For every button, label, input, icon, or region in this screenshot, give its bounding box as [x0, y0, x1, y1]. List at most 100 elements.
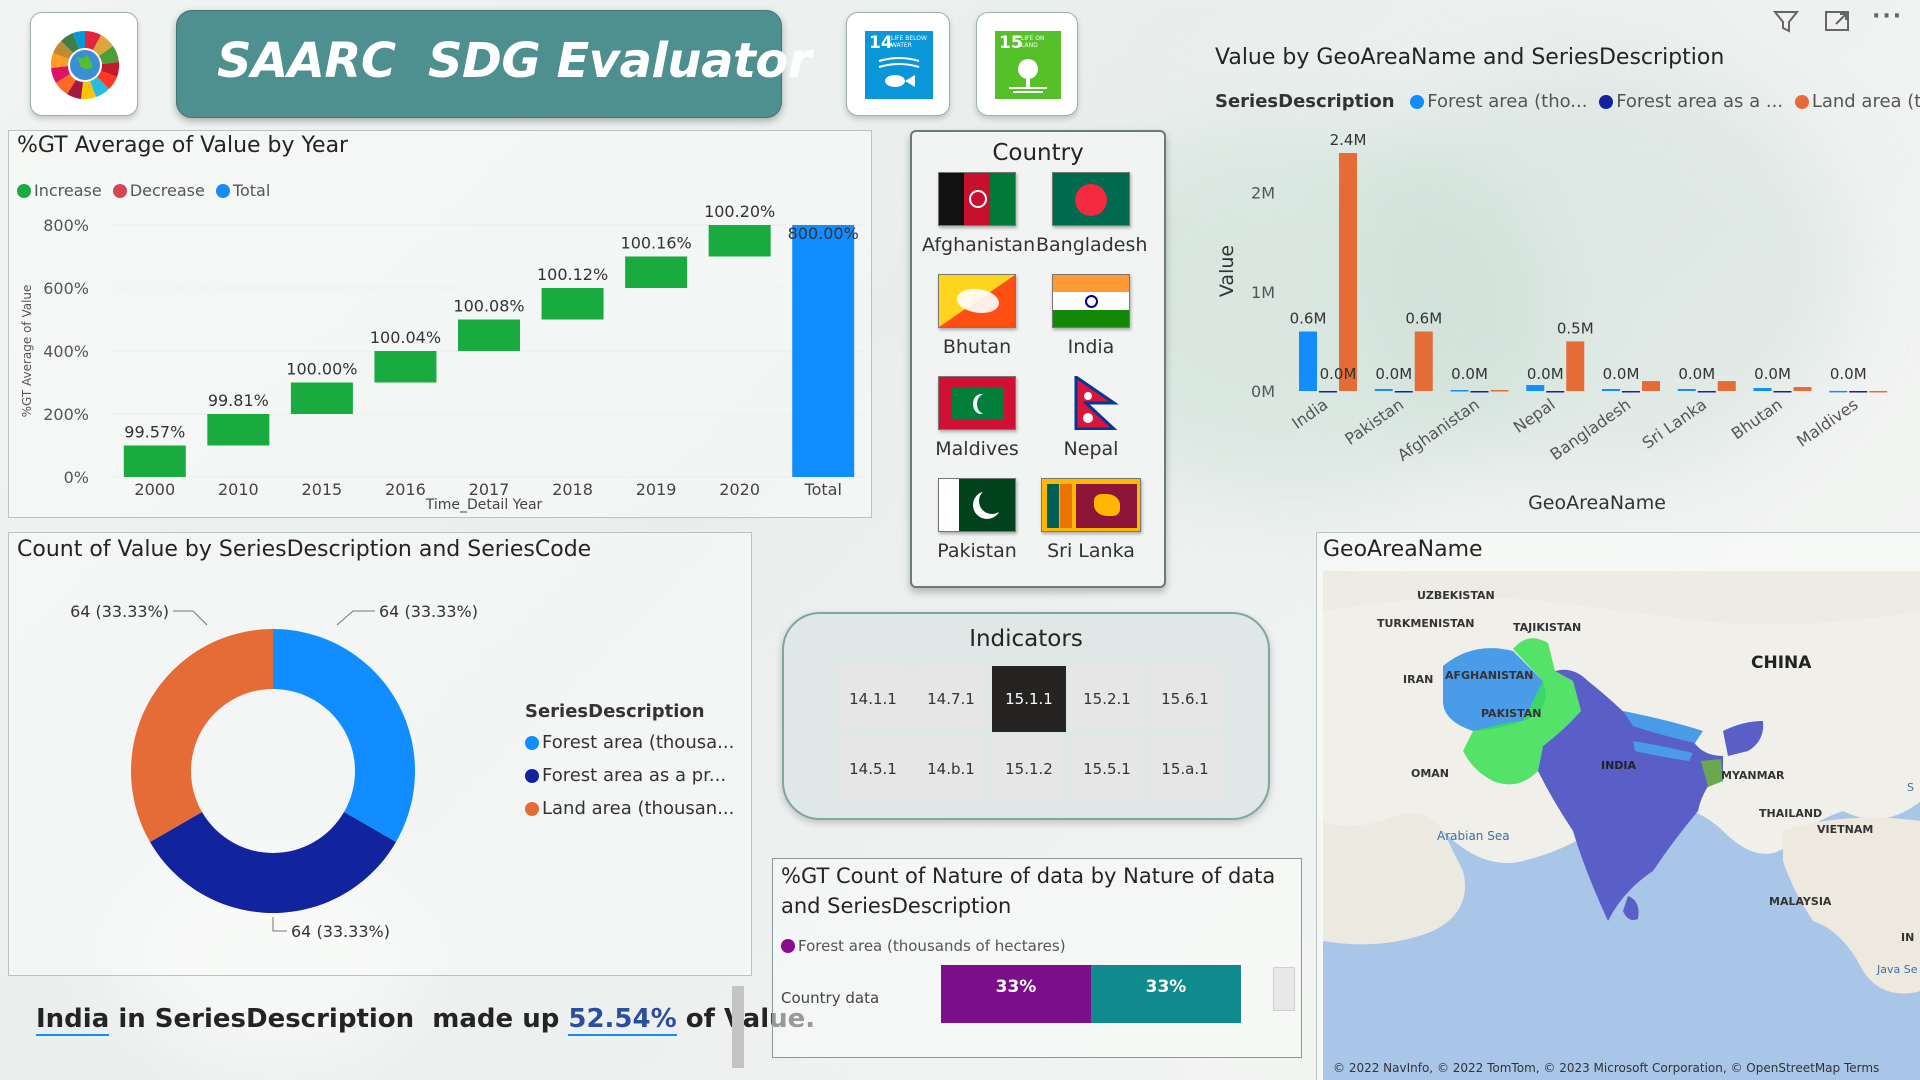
- data-label: 0.0M: [1754, 365, 1791, 383]
- legend-total[interactable]: Total: [215, 181, 271, 200]
- bar: [1470, 390, 1489, 393]
- legend-label: Total: [232, 181, 271, 200]
- legend-item[interactable]: Land area (thousan...: [525, 798, 734, 819]
- legend-item[interactable]: Forest area as a pr...: [525, 765, 734, 786]
- goal-number: 14: [869, 33, 893, 53]
- tree-icon: [1009, 59, 1047, 93]
- legend-label: Forest area (thousa...: [542, 732, 735, 753]
- x-tick-label: Bhutan: [1728, 395, 1786, 444]
- donut-slice: [273, 629, 415, 842]
- stacked-bar-track: 33% 33%: [941, 965, 1241, 1023]
- x-tick-label: Nepal: [1510, 395, 1559, 437]
- indicator-button[interactable]: 14.1.1: [836, 666, 910, 732]
- data-label: 100.20%: [704, 202, 775, 221]
- x-tick-label: Sri Lanka: [1639, 395, 1710, 453]
- map-label: CHINA: [1751, 653, 1812, 673]
- focus-mode-icon[interactable]: [1822, 6, 1852, 36]
- map-canvas[interactable]: UZBEKISTAN TURKMENISTAN TAJIKISTAN CHINA…: [1323, 571, 1920, 1080]
- legend-dot: [1794, 95, 1809, 109]
- scrollbar[interactable]: [1273, 967, 1295, 1011]
- y-tick-label: 800%: [43, 216, 89, 235]
- map-label: Arabian Sea: [1437, 829, 1510, 843]
- indicator-button[interactable]: 15.a.1: [1148, 736, 1222, 802]
- country-name: India: [1067, 336, 1115, 358]
- waterfall-bar: [207, 414, 270, 446]
- bar: [1642, 381, 1660, 391]
- data-label: 0.0M: [1451, 365, 1488, 383]
- waterfall-bar: [625, 256, 688, 288]
- stacked-bar-legend[interactable]: Forest area (thousands of hectares): [781, 937, 1066, 955]
- legend-increase[interactable]: Increase: [17, 181, 102, 200]
- indicator-button[interactable]: 15.1.2: [992, 736, 1066, 802]
- donut-slice: [150, 812, 396, 913]
- waterfall-bar: [374, 351, 437, 383]
- afghanistan-flag-icon: [938, 172, 1016, 226]
- geo-bar-chart: 0M 1M 2M Value GeoAreaName India PakistanAfgha…: [1216, 131, 1888, 514]
- x-tick-label: Total: [804, 480, 842, 499]
- filter-icon[interactable]: [1771, 6, 1801, 36]
- country-pakistan[interactable]: Pakistan: [922, 478, 1032, 562]
- bar: [1450, 390, 1469, 392]
- country-india[interactable]: India: [1036, 274, 1146, 358]
- legend-dot: [112, 184, 127, 198]
- stacked-bar-segment[interactable]: 33%: [941, 965, 1091, 1023]
- focus-mode-icon-svg: [1825, 11, 1849, 31]
- data-label: 100.08%: [453, 297, 524, 316]
- country-bhutan[interactable]: Bhutan: [922, 274, 1032, 358]
- x-tick-label: Maldives: [1793, 395, 1861, 451]
- geo-bar-chart-panel: Value by GeoAreaName and SeriesDescripti…: [1206, 30, 1920, 518]
- data-label: 0.6M: [1405, 310, 1442, 328]
- indicator-button[interactable]: 14.b.1: [914, 736, 988, 802]
- leader-line: [272, 917, 287, 932]
- y-tick-label: 0%: [64, 468, 89, 487]
- map-attribution[interactable]: © 2022 NavInfo, © 2022 TomTom, © 2023 Mi…: [1333, 1061, 1880, 1075]
- country-nepal[interactable]: Nepal: [1036, 374, 1146, 460]
- bar: [1339, 153, 1357, 391]
- legend-label: Forest area as a pr...: [542, 765, 727, 786]
- life-below-water-icon: 14 LIFE BELOW WATER: [865, 31, 933, 99]
- country-slicer-title: Country: [992, 140, 1084, 166]
- legend-decrease[interactable]: Decrease: [112, 181, 205, 200]
- map-label: TAJIKISTAN: [1513, 621, 1582, 634]
- bar: [1753, 388, 1772, 391]
- stacked-bar-segment[interactable]: 33%: [1091, 965, 1241, 1023]
- bar: [1319, 390, 1337, 393]
- indicator-button[interactable]: 14.5.1: [836, 736, 910, 802]
- map-label: IRAN: [1403, 673, 1434, 686]
- y-tick-label: 0M: [1251, 382, 1275, 401]
- legend-forest-area[interactable]: Forest area (tho...: [1410, 91, 1587, 112]
- legend-item[interactable]: Forest area (thousa...: [525, 732, 734, 753]
- waterfall-bar: [123, 445, 186, 477]
- legend-land-area[interactable]: Land area (t...: [1794, 91, 1920, 112]
- country-maldives[interactable]: Maldives: [922, 376, 1032, 460]
- legend-dot: [781, 939, 795, 953]
- x-tick-label: 2018: [552, 480, 593, 499]
- bar: [1299, 331, 1317, 391]
- indicator-button[interactable]: 15.6.1: [1148, 666, 1222, 732]
- narrative-text: in SeriesDescription made up: [109, 1004, 569, 1034]
- legend-label: Forest area as a ...: [1616, 91, 1784, 112]
- bhutan-flag-icon: [938, 274, 1016, 328]
- data-label: 100.12%: [537, 265, 608, 284]
- donut-chart-title: Count of Value by SeriesDescription and …: [17, 537, 592, 562]
- legend-title: SeriesDescription: [525, 701, 705, 722]
- indicator-button[interactable]: 15.2.1: [1070, 666, 1144, 732]
- bar: [1773, 390, 1792, 393]
- legend-dot: [525, 736, 539, 750]
- geo-chart-title: Value by GeoAreaName and SeriesDescripti…: [1215, 45, 1725, 70]
- y-axis-label: %GT Average of Value: [20, 285, 34, 418]
- indicator-button[interactable]: 15.1.1: [992, 666, 1066, 732]
- legend-forest-pct[interactable]: Forest area as a ...: [1599, 91, 1783, 112]
- country-afghanistan[interactable]: Afghanistan: [922, 172, 1035, 256]
- scrollbar[interactable]: [732, 986, 744, 1068]
- map-label: S: [1907, 781, 1914, 794]
- bar: [1394, 390, 1413, 393]
- indicator-button[interactable]: 15.5.1: [1070, 736, 1144, 802]
- sdg-wheel-icon: [50, 30, 120, 100]
- country-sri-lanka[interactable]: Sri Lanka: [1030, 478, 1152, 562]
- indicator-button[interactable]: 14.7.1: [914, 666, 988, 732]
- y-tick-label: 200%: [43, 405, 89, 424]
- bar: [1526, 385, 1545, 391]
- country-bangladesh[interactable]: Bangladesh: [1036, 172, 1147, 256]
- more-options-icon[interactable]: ···: [1872, 4, 1904, 29]
